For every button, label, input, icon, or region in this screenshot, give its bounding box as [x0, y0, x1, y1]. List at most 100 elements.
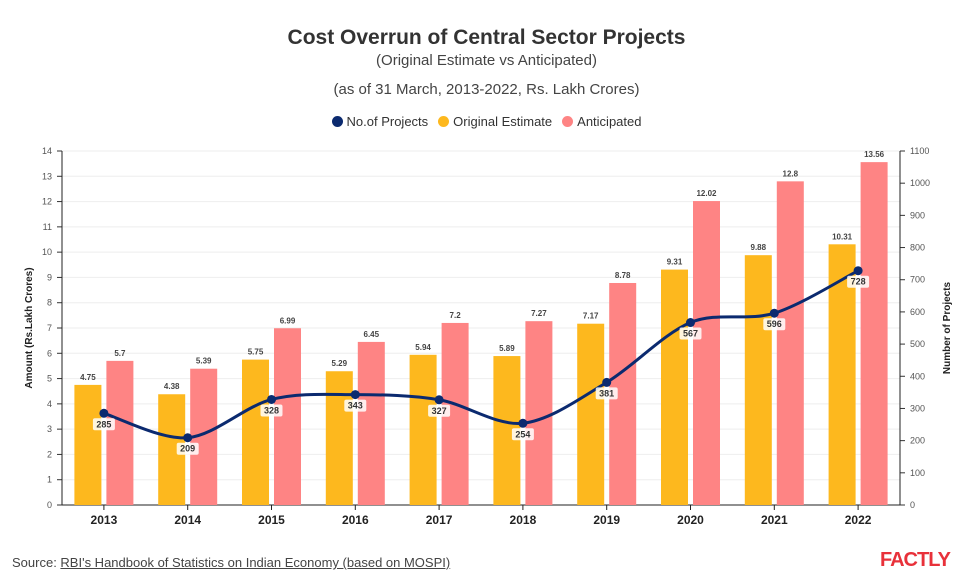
chart-title: Cost Overrun of Central Sector Projects [287, 26, 686, 49]
line-label-bg [428, 404, 451, 417]
x-tick-label: 2022 [845, 513, 872, 527]
y-tick-label: 2 [47, 449, 52, 459]
bar-anticipated [525, 321, 553, 505]
y-tick-label: 14 [42, 146, 52, 156]
line-data-label: 328 [264, 405, 279, 415]
line-label-bg [511, 428, 534, 441]
line-point [183, 433, 193, 443]
y2-tick-label: 300 [910, 403, 925, 413]
bar-anticipated [693, 201, 720, 505]
y2-tick-label: 100 [910, 468, 925, 478]
y2-tick-label: 600 [910, 307, 925, 317]
bar-original-estimate [744, 255, 772, 505]
y-axis-label: Amount (Rs.Lakh Crores) [24, 267, 35, 388]
y2-axis-label: Number of Projects [942, 281, 953, 374]
bar-anticipated [106, 360, 134, 505]
y-tick-label: 0 [47, 500, 52, 510]
bar-data-label: 5.29 [332, 359, 348, 368]
legend: No.of Projects Original Estimate Anticip… [0, 114, 973, 129]
legend-label: No.of Projects [346, 114, 429, 129]
legend-label: Original Estimate [453, 114, 553, 129]
line-data-label: 327 [432, 406, 447, 416]
line-point [518, 418, 528, 428]
line-label-bg [763, 318, 786, 331]
bar-original-estimate [74, 384, 102, 505]
bar-data-label: 9.88 [751, 243, 767, 252]
line-data-label: 728 [851, 277, 866, 287]
factly-logo: FACTLY [880, 549, 951, 571]
line-point [434, 395, 444, 405]
legend-item-original[interactable]: Original Estimate [438, 114, 552, 129]
y2-tick-label: 200 [910, 436, 925, 446]
bar-data-label: 6.99 [280, 316, 296, 325]
line-point [350, 390, 360, 400]
bar-data-label: 13.56 [864, 150, 885, 159]
bar-data-label: 7.2 [450, 311, 462, 320]
y-tick-label: 11 [43, 222, 52, 232]
bar-data-label: 6.45 [364, 330, 380, 339]
legend-item-anticipated[interactable]: Anticipated [562, 114, 641, 129]
bar-original-estimate [325, 371, 353, 505]
line-label-bg [679, 327, 702, 340]
line-label-bg [92, 418, 115, 431]
x-tick-label: 2019 [593, 513, 620, 527]
bar-original-estimate [828, 244, 856, 505]
line-point [267, 394, 276, 404]
x-tick-label: 2016 [342, 513, 369, 527]
x-tick-label: 2017 [426, 513, 453, 527]
x-tick-label: 2013 [91, 513, 118, 527]
bar-data-label: 4.38 [164, 382, 180, 391]
bar-data-label: 10.31 [832, 232, 853, 241]
y-tick-label: 6 [47, 348, 52, 358]
source-link[interactable]: RBI's Handbook of Statistics on Indian E… [60, 555, 451, 570]
bar-data-label: 5.89 [499, 344, 515, 353]
chart-subtitle-2: (as of 31 March, 2013-2022, Rs. Lakh Cro… [333, 81, 640, 98]
y-tick-label: 9 [47, 272, 52, 282]
bar-original-estimate [577, 323, 605, 505]
line-point [853, 266, 863, 276]
line-label-bg [176, 442, 199, 455]
y-tick-label: 10 [42, 247, 52, 257]
y2-tick-label: 800 [910, 243, 925, 253]
line-point [602, 377, 612, 387]
bar-original-estimate [661, 269, 688, 505]
y2-tick-label: 0 [910, 500, 915, 510]
legend-label: Anticipated [577, 114, 642, 129]
line-no-of-projects [103, 269, 859, 440]
line-data-label: 343 [348, 401, 363, 411]
source-note: Source: RBI's Handbook of Statistics on … [12, 555, 450, 570]
y2-tick-label: 900 [910, 210, 925, 220]
line-data-label: 254 [515, 429, 530, 439]
legend-marker [438, 116, 450, 127]
bar-data-label: 7.17 [583, 312, 599, 321]
legend-item-projects[interactable]: No.of Projects [331, 114, 429, 129]
y-tick-label: 1 [47, 475, 52, 485]
line-data-label: 567 [683, 329, 698, 339]
bar-original-estimate [409, 354, 437, 505]
bar-data-label: 5.7 [114, 349, 126, 358]
bar-data-label: 5.39 [196, 357, 212, 366]
bar-data-label: 8.78 [615, 271, 631, 280]
line-label-bg [344, 399, 367, 412]
y2-tick-label: 1000 [910, 178, 930, 188]
y-tick-label: 4 [47, 399, 52, 409]
bar-data-label: 5.75 [248, 348, 264, 357]
x-tick-label: 2014 [174, 513, 201, 527]
y2-tick-label: 1100 [910, 146, 929, 156]
line-data-label: 209 [180, 444, 195, 454]
bar-data-label: 12.02 [696, 189, 717, 198]
y2-tick-label: 400 [910, 371, 925, 381]
x-tick-label: 2018 [510, 513, 537, 527]
legend-marker [331, 116, 343, 127]
line-data-label: 596 [767, 319, 782, 329]
line-label-bg [595, 387, 618, 400]
y-tick-label: 3 [47, 424, 52, 434]
line-point [769, 308, 779, 318]
x-tick-label: 2015 [258, 513, 285, 527]
bar-data-label: 12.8 [783, 169, 799, 178]
bar-data-label: 9.31 [667, 258, 683, 267]
line-label-bg [260, 404, 283, 417]
bar-anticipated [274, 328, 301, 505]
